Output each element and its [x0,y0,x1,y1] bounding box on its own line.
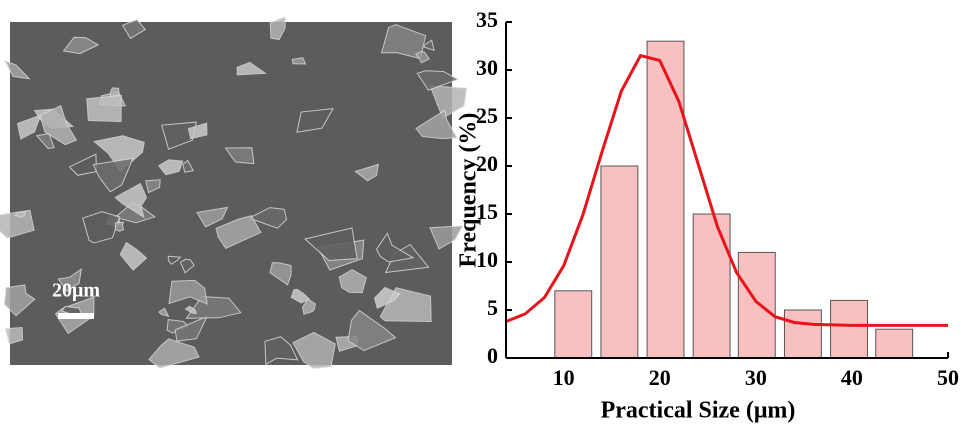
sem-particle [429,225,464,250]
sem-particle [423,39,435,52]
sem-particle [39,104,78,146]
sem-particle [224,147,255,165]
y-tick-label: 0 [487,343,498,368]
sem-particle [114,182,147,219]
sem-particle [3,284,36,317]
bar [600,165,639,359]
sem-particle [16,114,42,140]
sem-particle [303,227,358,262]
sem-particle [302,298,316,315]
y-tick-label: 25 [476,103,498,128]
sem-particle [114,221,125,232]
sem-particle [68,153,97,176]
sem-particle [196,206,229,228]
sem-particle [119,241,148,271]
bar [737,251,776,359]
sem-particle [4,326,24,345]
sem-particle [158,159,184,176]
sem-particle [158,307,170,318]
sem-particle [168,279,208,305]
sem-particle [57,268,83,292]
y-tick-label: 20 [476,151,498,176]
sem-particle [35,133,55,150]
sem-particle [338,269,367,294]
sem-particle [82,211,121,244]
bar [830,299,868,359]
sem-particle [185,296,242,319]
sem-particle [14,211,27,218]
sem-particle [86,95,122,122]
scale-bar [58,313,94,319]
x-axis-label: Practical Size (μm) [601,398,796,424]
sem-particle [174,315,209,342]
sem-particle [4,60,31,80]
sem-particle [92,157,134,193]
sem-particle [62,36,100,55]
sem-particle [375,232,415,263]
y-axis-label: Frequency (%) [456,113,482,268]
sem-particle [121,18,146,40]
sem-particle [354,163,380,182]
sem-particle [290,288,311,304]
sem-particle [179,258,195,274]
bar [692,213,731,359]
fit-curve [505,53,948,327]
sem-particle [0,209,35,239]
sem-particle [269,262,292,286]
y-tick-label: 5 [487,295,498,320]
sem-particle [415,109,458,140]
sem-particle [187,122,208,140]
y-tick-label: 10 [476,247,498,272]
x-tick-label: 30 [745,365,767,390]
y-tick-label: 35 [476,7,498,32]
bar [646,40,685,359]
sem-particle [416,70,460,91]
x-tick-label: 40 [841,365,863,390]
sem-particle [215,215,262,249]
sem-particle [184,305,197,315]
y-tick-label: 15 [476,199,498,224]
bar [554,290,593,359]
x-tick-label: 10 [553,365,575,390]
sem-image [0,16,468,369]
sem-particle [109,87,120,98]
sem-particle [247,207,288,229]
sem-particle [414,50,430,64]
y-tick-label: 30 [476,55,498,80]
x-tick-label: 20 [649,365,671,390]
sem-particle [182,159,194,173]
sem-particle [264,336,299,366]
sem-particle [291,57,307,65]
sem-particle [236,61,267,76]
sem-particle [148,338,200,369]
scale-label: 20μm [52,280,100,302]
sem-particle [145,179,161,194]
bar [875,328,914,359]
bar [783,309,822,359]
sem-particle [373,286,401,309]
sem-particle [167,255,182,265]
x-tick-label: 50 [937,365,959,390]
sem-particle [296,107,334,133]
sem-particle [347,309,397,352]
sem-particle [292,331,336,369]
sem-particle [269,16,286,41]
sem-particle [380,24,427,60]
